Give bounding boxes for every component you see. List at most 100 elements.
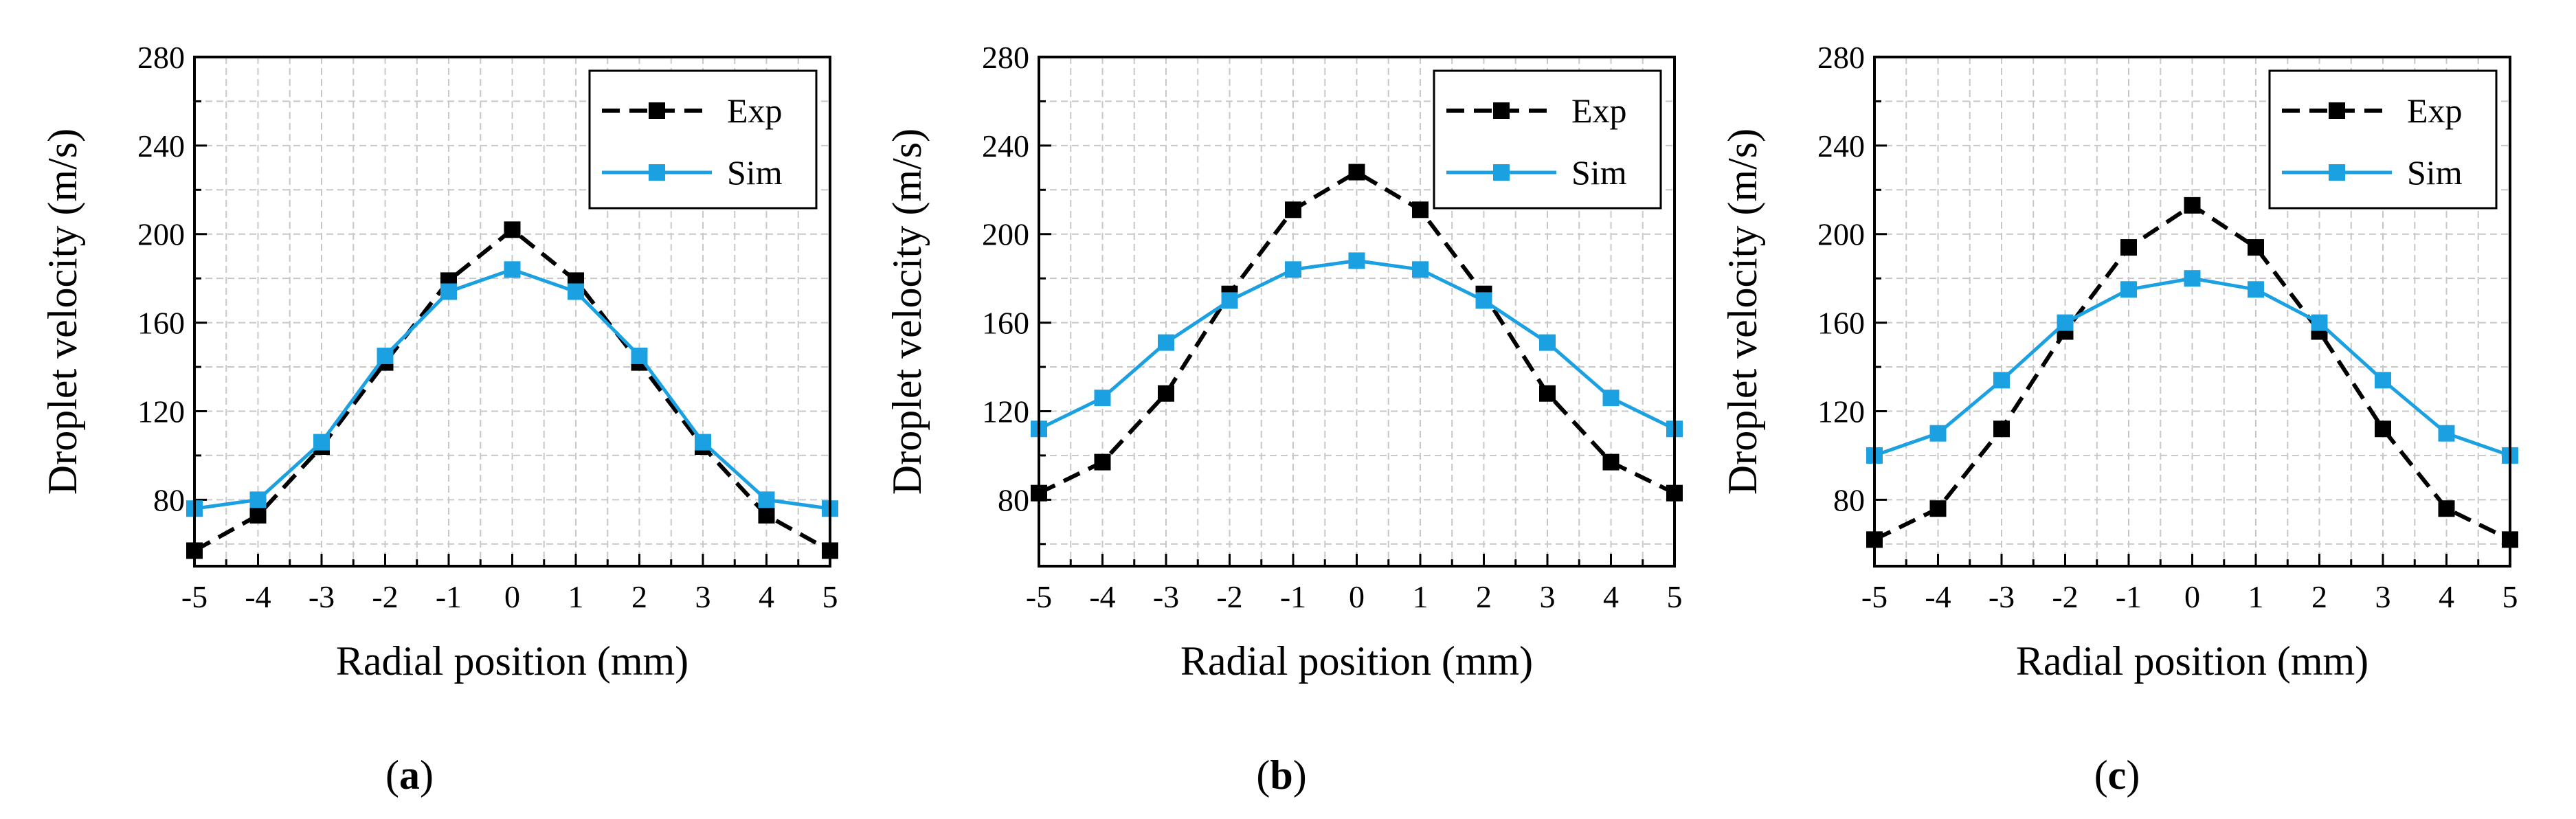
series-exp — [1866, 197, 2518, 548]
x-tick-label: -2 — [1216, 579, 1242, 614]
data-point-sim — [1539, 334, 1556, 351]
x-tick-label: -3 — [1989, 579, 2015, 614]
data-point-sim — [1285, 261, 1301, 278]
data-point-sim — [249, 491, 267, 508]
y-tick-label: 160 — [1817, 306, 1865, 341]
panel-caption: (a) — [385, 752, 434, 798]
x-tick-label: -2 — [2052, 579, 2078, 614]
x-axis: -5 -4 -3 -2 -1 0 1 2 3 4 5 — [1026, 554, 1683, 614]
x-tick-label: -5 — [181, 579, 208, 614]
y-tick-label: 240 — [982, 128, 1029, 164]
legend-box — [1433, 69, 1662, 210]
x-axis-label: Radial position (mm) — [1180, 638, 1533, 684]
x-axis: -5 -4 -3 -2 -1 0 1 2 3 4 5 — [1861, 554, 2518, 614]
y-axis-label: Droplet velocity (m/s) — [884, 128, 930, 495]
x-tick-label: 5 — [2502, 579, 2518, 614]
x-tick-label: 4 — [2439, 579, 2454, 614]
data-point-exp — [1094, 453, 1111, 471]
data-point-sim — [631, 347, 648, 364]
y-tick-label: 200 — [1817, 217, 1865, 252]
data-point-sim — [1929, 425, 1947, 442]
x-tick-label: 3 — [695, 579, 711, 614]
data-point-exp — [249, 506, 267, 524]
legend-label-exp: Exp — [2407, 91, 2463, 130]
y-tick-label: 240 — [1817, 128, 1865, 164]
data-point-sim — [377, 347, 394, 364]
x-tick-label: -4 — [1089, 579, 1115, 614]
legend-label-sim: Sim — [727, 153, 783, 192]
data-point-exp — [1539, 385, 1556, 402]
caption-paren-open: ( — [385, 752, 399, 798]
x-tick-label: -5 — [1026, 579, 1052, 614]
x-tick-label: 2 — [631, 579, 647, 614]
data-point-exp — [1412, 201, 1429, 218]
data-point-sim — [1993, 372, 2010, 389]
caption-paren-close: ) — [2126, 752, 2140, 798]
data-point-sim — [2057, 314, 2074, 331]
data-point-exp — [2375, 420, 2391, 438]
x-tick-label: -1 — [1280, 579, 1306, 614]
data-point-sim — [504, 261, 521, 278]
y-tick-label: 280 — [982, 40, 1029, 75]
x-tick-label: -1 — [436, 579, 462, 614]
data-point-exp — [1993, 420, 2010, 438]
y-axis: 80 120 160 200 240 280 — [1817, 40, 1887, 546]
legend-marker-exp — [649, 102, 665, 119]
legend-marker-exp — [1493, 102, 1510, 119]
grid — [1874, 57, 2510, 566]
y-tick-label: 280 — [137, 40, 185, 75]
caption-letter: a — [399, 752, 420, 798]
data-point-exp — [504, 221, 521, 238]
data-point-sim — [1094, 390, 1111, 407]
x-axis-label: Radial position (mm) — [2016, 638, 2368, 684]
y-tick-label: 160 — [137, 306, 185, 341]
x-tick-label: 4 — [759, 579, 774, 614]
y-tick-label: 80 — [1833, 482, 1865, 517]
legend-label-sim: Sim — [2407, 153, 2463, 192]
x-tick-label: 0 — [1349, 579, 1365, 614]
x-tick-label: -4 — [245, 579, 271, 614]
data-point-sim — [2438, 425, 2455, 442]
x-tick-label: 1 — [1413, 579, 1429, 614]
x-tick-label: -3 — [1153, 579, 1179, 614]
y-tick-label: 160 — [982, 306, 1029, 341]
chart-panel-b: 80 120 160 200 240 280 -5 -4 -3 -2 -1 0 1 2 3 4 5 Radial … — [884, 40, 1683, 798]
x-tick-label: 1 — [2248, 579, 2264, 614]
data-point-sim — [2120, 281, 2137, 298]
data-point-sim — [1158, 334, 1174, 351]
data-point-exp — [758, 506, 775, 524]
x-tick-label: 1 — [568, 579, 584, 614]
caption-paren-close: ) — [420, 752, 434, 798]
plot-frame — [1038, 56, 1676, 568]
x-axis-label: Radial position (mm) — [336, 638, 688, 684]
series-sim — [1031, 252, 1683, 438]
legend-marker-sim — [1493, 164, 1510, 181]
y-tick-label: 280 — [1817, 40, 1865, 75]
y-tick-label: 120 — [982, 394, 1029, 429]
x-tick-label: 5 — [1667, 579, 1683, 614]
data-point-exp — [1348, 164, 1365, 181]
data-point-sim — [313, 434, 330, 451]
data-point-exp — [2248, 239, 2264, 256]
data-point-sim — [1412, 261, 1429, 278]
x-tick-label: -4 — [1925, 579, 1951, 614]
y-axis: 80 120 160 200 240 280 — [982, 40, 1051, 546]
legend-label-exp: Exp — [1571, 91, 1627, 130]
caption-paren-open: ( — [2094, 752, 2108, 798]
caption-letter: b — [1270, 752, 1292, 798]
data-point-exp — [2120, 239, 2137, 256]
legend-marker-sim — [649, 164, 665, 181]
x-axis: -5 -4 -3 -2 -1 0 1 2 3 4 5 — [181, 554, 838, 614]
y-tick-label: 240 — [137, 128, 185, 164]
legend-box — [588, 69, 818, 210]
caption-paren-close: ) — [1293, 752, 1307, 798]
x-tick-label: -5 — [1861, 579, 1888, 614]
grid — [194, 57, 830, 566]
series-sim — [1866, 270, 2518, 464]
x-tick-label: 5 — [822, 579, 838, 614]
panel-caption: (b) — [1256, 752, 1306, 798]
data-point-exp — [2438, 500, 2455, 517]
y-tick-label: 80 — [153, 482, 185, 517]
data-point-exp — [1285, 201, 1301, 218]
